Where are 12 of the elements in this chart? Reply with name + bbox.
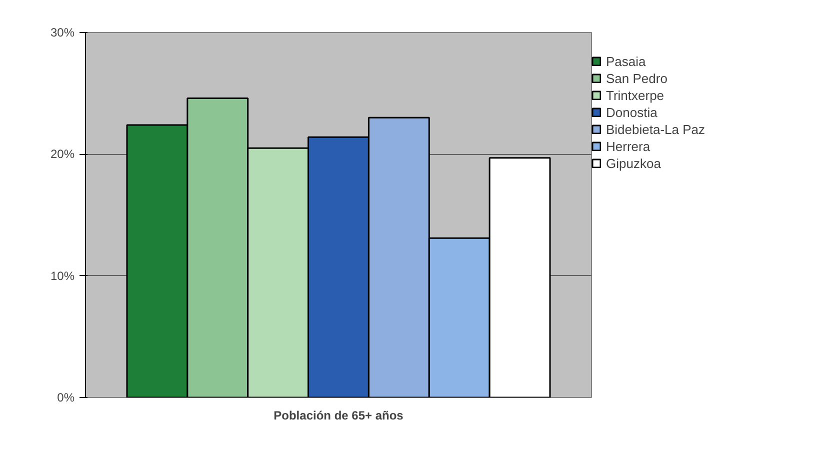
y-tick-label: 30% bbox=[50, 26, 75, 40]
legend-label: Donostia bbox=[606, 104, 658, 120]
legend-label: Gipuzkoa bbox=[606, 156, 661, 171]
legend-label: San Pedro bbox=[606, 70, 668, 86]
legend-label: Herrera bbox=[606, 138, 650, 154]
y-tick-label: 0% bbox=[57, 390, 75, 404]
x-tick-label: Población de 65+ años bbox=[274, 408, 404, 422]
legend-label: Bidebieta-La Paz bbox=[606, 122, 706, 137]
y-tick-label: 20% bbox=[50, 147, 75, 162]
y-tick-label: 10% bbox=[50, 268, 75, 283]
legend-label: Trintxerpe bbox=[606, 88, 664, 103]
legend-label: Pasaia bbox=[606, 54, 646, 69]
